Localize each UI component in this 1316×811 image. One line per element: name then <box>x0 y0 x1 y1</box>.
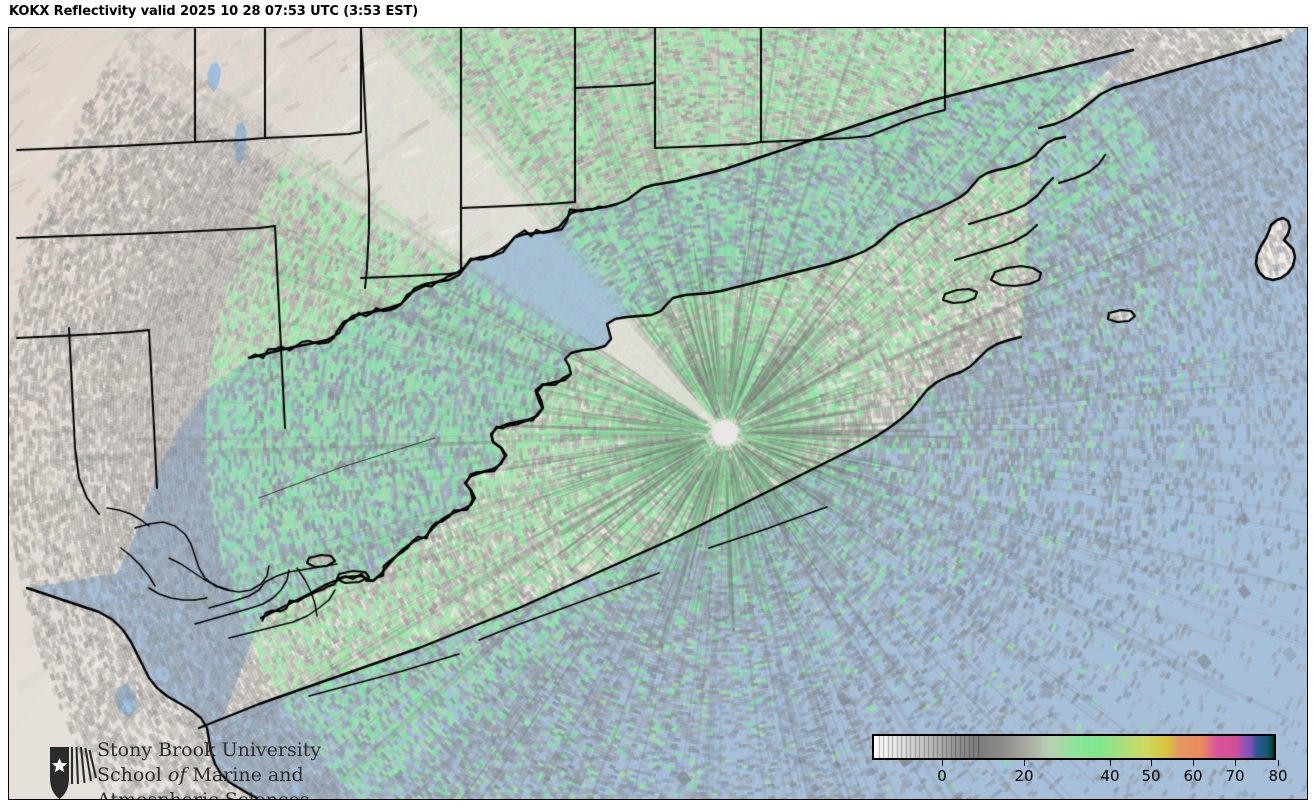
colorbar-tick-mark <box>1235 760 1236 766</box>
coastline-boundary-layer <box>9 28 1307 799</box>
colorbar-tick-mark <box>942 760 943 766</box>
page-title: KOKX Reflectivity valid 2025 10 28 07:53… <box>9 4 419 19</box>
colorbar-tick-label: 0 <box>937 767 947 785</box>
colorbar-tick-mark <box>1151 760 1152 766</box>
colorbar-tick-mark <box>1110 760 1111 766</box>
colorbar-tick-label: 20 <box>1014 767 1034 785</box>
colorbar: 0 20 40 50 60 70 80 <box>866 734 1288 792</box>
colorbar-tick-mark <box>1024 760 1025 766</box>
colorbar-tick-label: 70 <box>1225 767 1245 785</box>
radar-map[interactable]: Stony Brook University School of Marine … <box>8 27 1308 800</box>
colorbar-tick-mark <box>1193 760 1194 766</box>
colorbar-gradient <box>874 736 1274 758</box>
colorbar-tick-label: 60 <box>1183 767 1203 785</box>
colorbar-ticks: 0 20 40 50 60 70 80 <box>866 760 1288 792</box>
colorbar-tick-label: 80 <box>1268 767 1288 785</box>
colorbar-tick-label: 40 <box>1100 767 1120 785</box>
colorbar-gradient-box <box>872 734 1276 760</box>
colorbar-tick-mark <box>1278 760 1279 766</box>
colorbar-tick-label: 50 <box>1141 767 1161 785</box>
